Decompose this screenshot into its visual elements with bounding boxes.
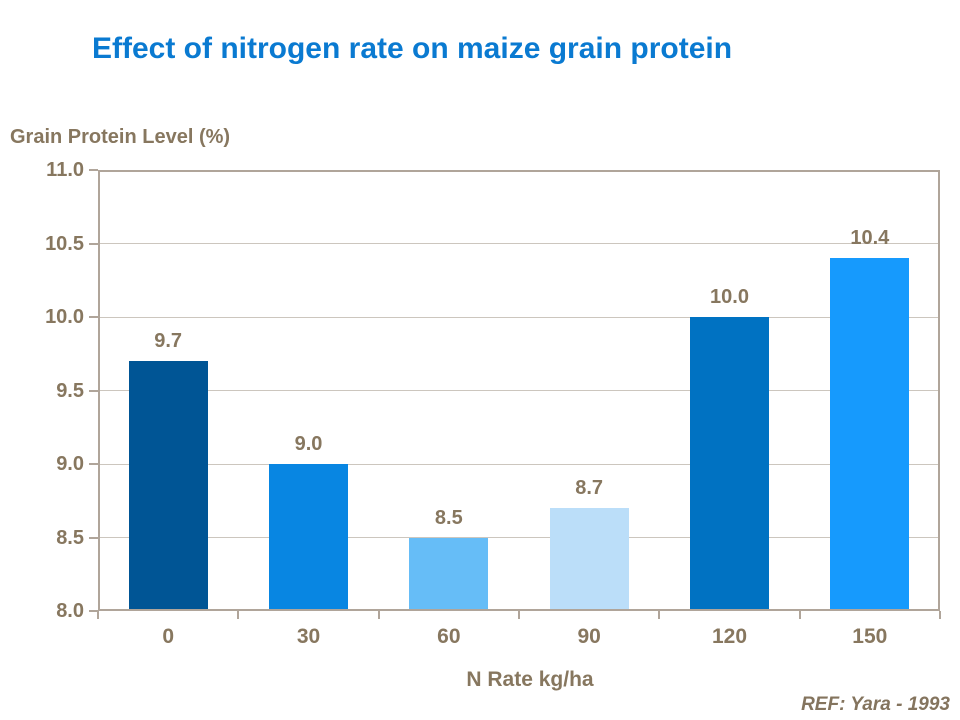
bar-150 (830, 258, 910, 611)
chart-title: Effect of nitrogen rate on maize grain p… (92, 32, 733, 65)
x-axis-tick (97, 611, 99, 619)
x-axis-title: N Rate kg/ha (466, 668, 594, 691)
y-axis-title: Grain Protein Level (%) (10, 126, 231, 148)
y-tick-label: 10.0 (45, 306, 84, 328)
y-tick-label: 8.0 (56, 600, 84, 622)
bar-value-label: 8.7 (575, 477, 604, 500)
x-tick-label: 0 (162, 625, 174, 648)
reference-note: REF: Yara - 1993 (801, 694, 950, 715)
x-axis-tick (377, 611, 380, 619)
y-axis-tick (89, 316, 98, 318)
gridline (98, 537, 940, 538)
x-tick-label: 60 (437, 625, 461, 648)
y-tick-label: 9.5 (56, 379, 84, 402)
bar-value-label: 9.7 (154, 330, 183, 353)
y-tick-label: 11.0 (46, 159, 84, 181)
x-axis-tick (939, 611, 941, 619)
gridline (98, 463, 940, 465)
bar-30 (269, 464, 348, 611)
y-axis-tick (89, 463, 98, 465)
bar-value-label: 10.4 (850, 227, 890, 250)
bar-value-label: 9.0 (294, 433, 323, 455)
x-axis-tick (237, 611, 240, 619)
bar-60 (409, 537, 489, 611)
y-axis-tick (89, 536, 98, 539)
y-tick-label: 9.0 (56, 453, 84, 475)
gridline (98, 243, 940, 244)
y-tick-label: 8.5 (56, 526, 84, 549)
y-axis-tick (89, 242, 98, 245)
x-axis-tick (798, 611, 801, 619)
y-axis-tick (89, 610, 98, 612)
plot-frame (98, 170, 940, 611)
y-tick-label: 10.5 (45, 232, 84, 255)
bar-0 (128, 361, 208, 611)
x-axis-tick (658, 611, 661, 619)
x-tick-label: 150 (852, 625, 888, 648)
gridline (98, 316, 940, 318)
y-axis-tick (89, 389, 98, 392)
bar-value-label: 8.5 (434, 506, 463, 529)
x-tick-label: 90 (577, 625, 601, 648)
bar-value-label: 10.0 (710, 286, 749, 308)
y-axis-tick (89, 169, 98, 171)
x-tick-label: 120 (711, 625, 748, 648)
bar-90 (549, 508, 629, 611)
x-axis-tick (518, 611, 520, 619)
bar-120 (690, 317, 769, 611)
x-tick-label: 30 (296, 625, 321, 648)
gridline (98, 390, 940, 391)
